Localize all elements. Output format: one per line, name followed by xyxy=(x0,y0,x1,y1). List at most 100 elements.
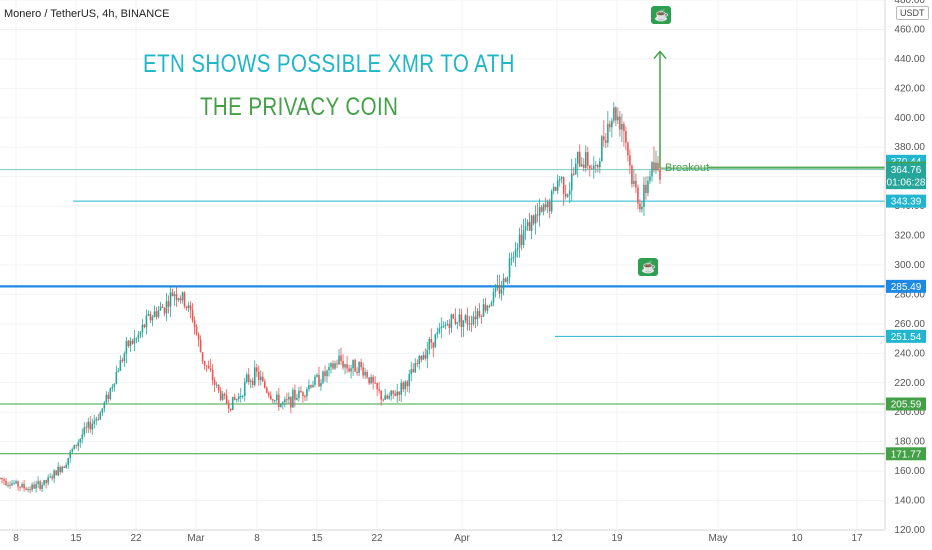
candle-body xyxy=(460,314,463,327)
candle-body xyxy=(203,360,206,366)
candle-body xyxy=(440,326,443,329)
candle-body xyxy=(31,484,33,490)
candle-body xyxy=(286,399,288,401)
candle-body xyxy=(486,305,489,311)
candle-body xyxy=(296,397,298,400)
price-tick-label: 260.00 xyxy=(894,319,925,330)
candle-body xyxy=(366,371,368,378)
candle-body xyxy=(490,302,493,307)
candle-body xyxy=(330,363,332,368)
candle-body xyxy=(584,152,587,168)
currency-unit-badge[interactable]: USDT xyxy=(896,6,929,20)
candle-body xyxy=(496,285,499,289)
price-tick-label: 420.00 xyxy=(894,83,925,94)
candle-body xyxy=(121,360,124,362)
candle-body xyxy=(510,258,513,260)
candle-body xyxy=(157,310,160,317)
candle-body xyxy=(560,177,563,179)
candle-body xyxy=(508,258,511,278)
candle-body xyxy=(278,394,280,407)
time-axis-ticks[interactable]: 8 15 22 Mar 8 15 22 Apr 12 19 May 10 17 xyxy=(13,533,863,544)
candle-body xyxy=(292,390,294,408)
candle-body xyxy=(348,368,350,372)
headline-annotation: ETN SHOWS POSSIBLE XMR TO ATH xyxy=(143,50,515,78)
candle-body xyxy=(627,142,629,156)
candle-body xyxy=(55,470,57,476)
candle-body xyxy=(143,324,146,328)
candle-body xyxy=(438,328,441,333)
breakout-label: Breakout xyxy=(665,162,709,174)
candle-body xyxy=(578,151,581,167)
candle-body xyxy=(376,383,378,390)
candle-body xyxy=(641,206,643,210)
candle-body xyxy=(9,484,11,486)
candle-body xyxy=(39,481,41,490)
candle-body xyxy=(304,396,306,398)
candle-body xyxy=(562,177,565,194)
candle-body xyxy=(500,289,503,294)
candle-body xyxy=(213,380,216,385)
candle-body xyxy=(611,120,613,128)
candle-body xyxy=(207,365,210,369)
price-axis-bg[interactable] xyxy=(885,0,932,530)
candle-body xyxy=(280,403,282,407)
candle-body xyxy=(47,477,49,484)
candle-body xyxy=(15,481,17,484)
candle-body xyxy=(520,234,523,245)
candle-body xyxy=(268,392,270,396)
time-tick-label: 10 xyxy=(791,533,803,544)
candle-body xyxy=(169,292,172,307)
candle-body xyxy=(534,214,537,224)
candle-body xyxy=(637,187,639,204)
price-tick-label: 380.00 xyxy=(894,142,925,153)
candle-body xyxy=(312,384,314,388)
candle-body xyxy=(255,367,258,372)
candle-body xyxy=(231,396,234,411)
coffee-cup-icon: ☕ xyxy=(651,6,671,24)
candle-body xyxy=(480,316,483,318)
time-tick-label: 12 xyxy=(551,533,563,544)
candle-body xyxy=(322,371,324,383)
candle-body xyxy=(635,180,637,188)
candle-body xyxy=(147,313,150,316)
candle-body xyxy=(37,481,39,485)
time-tick-label: 8 xyxy=(13,533,19,544)
candle-body xyxy=(205,365,208,367)
candle-body xyxy=(199,339,202,353)
candle-body xyxy=(153,311,156,317)
candle-body xyxy=(607,123,609,143)
candle-body xyxy=(141,324,144,332)
candle-body xyxy=(631,165,633,184)
candle-body xyxy=(63,466,65,468)
price-tick-label: 120.00 xyxy=(894,525,925,536)
candle-body xyxy=(75,444,78,446)
candle-body xyxy=(133,338,136,344)
candle-body xyxy=(3,479,5,481)
candle-body xyxy=(23,484,25,489)
candle-body xyxy=(382,399,384,401)
candle-body xyxy=(332,363,334,369)
candle-body xyxy=(639,203,641,210)
candle-body xyxy=(21,484,23,488)
time-tick-label: Mar xyxy=(187,533,205,544)
candle-body xyxy=(209,368,212,370)
level-price-text: 343.39 xyxy=(891,197,922,208)
candle-body xyxy=(69,451,72,459)
candle-body xyxy=(408,374,411,387)
candle-body xyxy=(239,396,242,398)
candle-body xyxy=(564,193,567,197)
candle-body xyxy=(442,325,445,327)
candle-body xyxy=(619,116,621,130)
candle-body xyxy=(223,393,226,396)
level-price-badge xyxy=(886,397,926,411)
candle-body xyxy=(384,395,386,400)
candle-body xyxy=(99,412,102,420)
candle-body xyxy=(390,390,392,396)
candle-body xyxy=(504,278,507,282)
candle-body xyxy=(590,168,593,170)
candle-body xyxy=(572,173,575,175)
candle-body xyxy=(633,180,635,184)
price-tick-label: 460.00 xyxy=(894,24,925,35)
candle-body xyxy=(336,363,338,365)
